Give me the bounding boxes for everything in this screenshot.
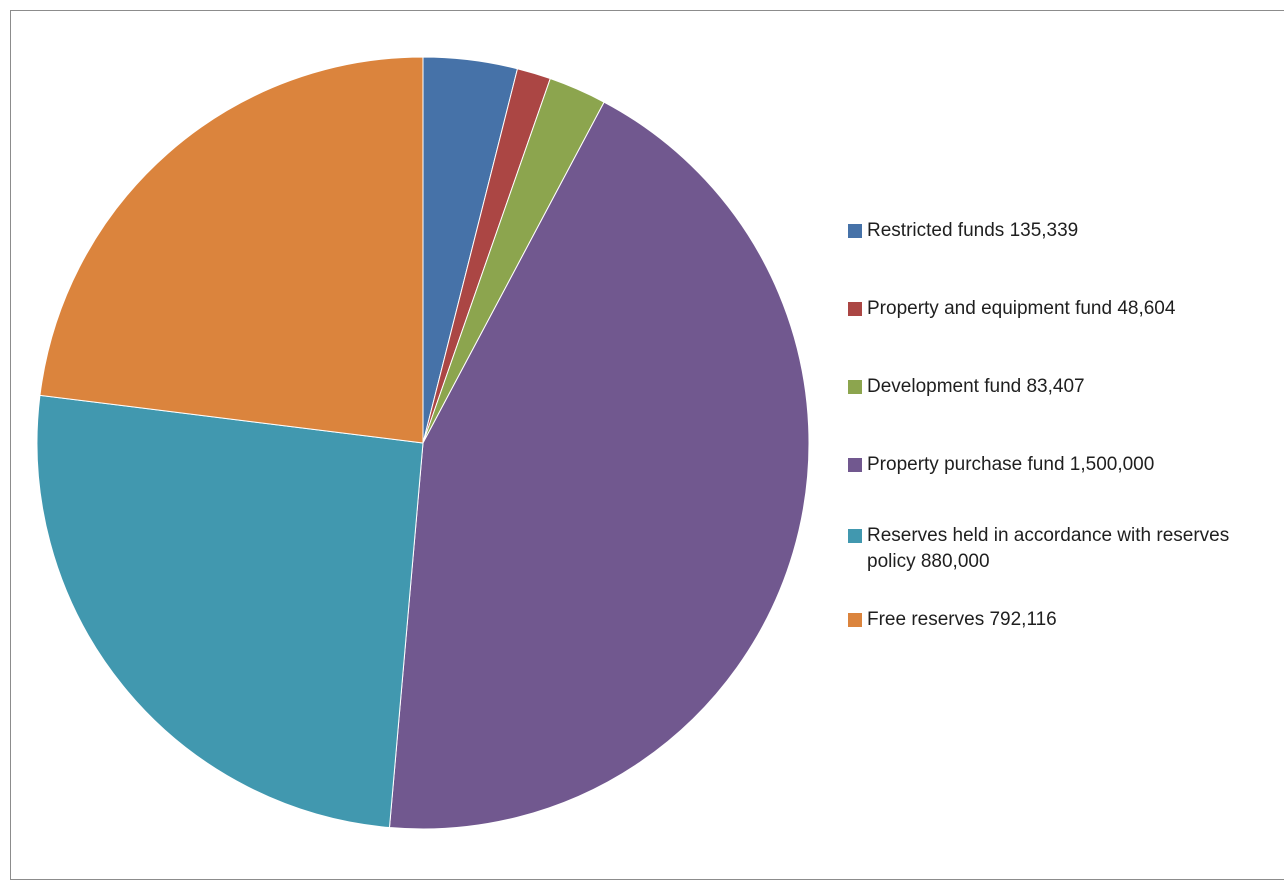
pie-slice-4 bbox=[36, 394, 424, 829]
legend-label: Property and equipment fund 48,604 bbox=[867, 298, 1176, 319]
legend-item-reserves-policy: Reserves held in accordance with reserve… bbox=[846, 523, 1247, 575]
legend-label: Reserves held in accordance with reserve… bbox=[867, 525, 1230, 572]
legend-swatch bbox=[848, 613, 862, 627]
legend-label: Development fund 83,407 bbox=[867, 376, 1085, 397]
legend-swatch bbox=[848, 224, 862, 238]
legend-swatch bbox=[848, 458, 862, 472]
legend-item-development-fund: Development fund 83,407 bbox=[846, 374, 1267, 400]
pie-slice-3 bbox=[388, 101, 810, 830]
legend-item-restricted-funds: Restricted funds 135,339 bbox=[846, 218, 1267, 244]
legend-item-free-reserves: Free reserves 792,116 bbox=[846, 607, 1267, 633]
legend-label: Restricted funds 135,339 bbox=[867, 220, 1079, 241]
legend-swatch bbox=[848, 302, 862, 316]
legend-item-property-equipment-fund: Property and equipment fund 48,604 bbox=[846, 296, 1267, 322]
legend-swatch bbox=[848, 529, 862, 543]
legend-swatch bbox=[848, 380, 862, 394]
legend-item-property-purchase-fund: Property purchase fund 1,500,000 bbox=[846, 452, 1267, 478]
legend-label: Free reserves 792,116 bbox=[867, 609, 1057, 630]
pie-slice-5 bbox=[39, 56, 424, 444]
legend-label: Property purchase fund 1,500,000 bbox=[867, 454, 1155, 475]
